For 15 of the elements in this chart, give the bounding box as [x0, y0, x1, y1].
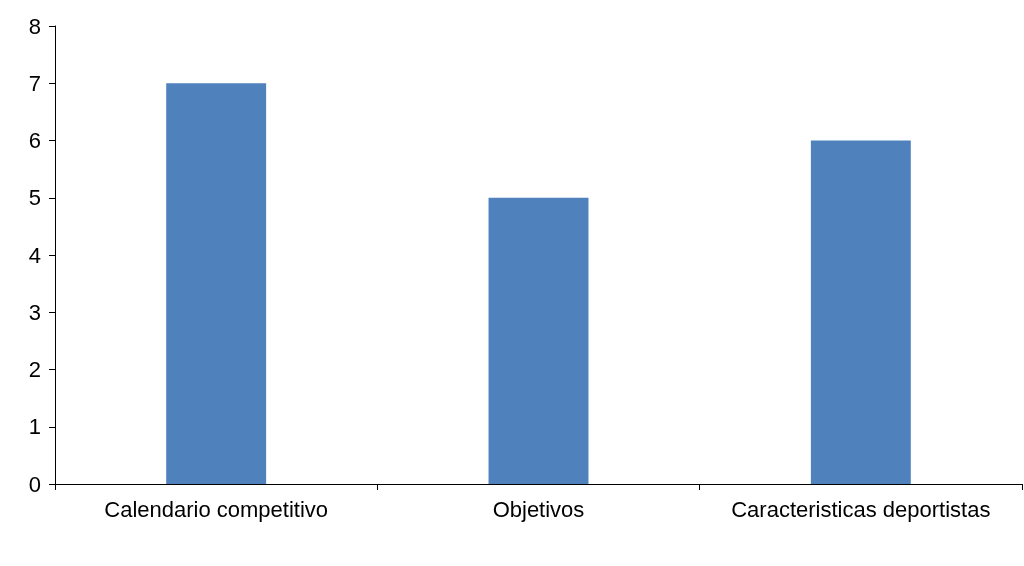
- x-tick-label: Objetivos: [492, 496, 585, 522]
- bar: [810, 140, 911, 484]
- y-tick-label: 3: [28, 299, 41, 325]
- y-tick-label: 1: [28, 414, 41, 440]
- y-tick-label: 0: [28, 471, 41, 497]
- y-tick-label: 7: [28, 70, 41, 96]
- y-tick-label: 5: [28, 185, 41, 211]
- y-tick-label: 6: [28, 128, 41, 153]
- y-tick-label: 8: [28, 13, 41, 39]
- bar: [166, 83, 267, 484]
- y-tick-label: 2: [28, 357, 41, 382]
- x-tick-label: Caracteristicas deportistas: [731, 496, 991, 522]
- x-tick-label: Calendario competitivo: [104, 496, 329, 522]
- bar: [488, 197, 589, 484]
- y-tick-label: 4: [28, 242, 41, 268]
